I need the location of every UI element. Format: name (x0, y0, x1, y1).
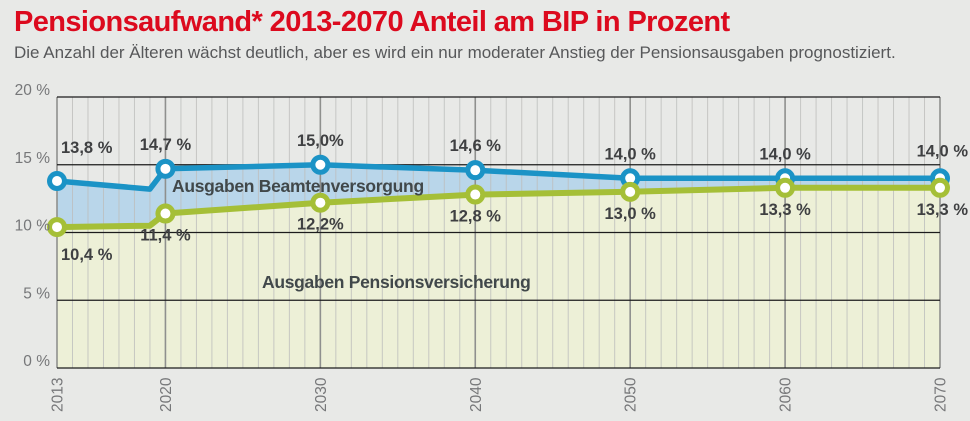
data-point-marker (930, 177, 950, 198)
data-label: 13,8 % (61, 139, 113, 157)
x-tick-label: 2013 (50, 378, 67, 412)
x-tick-label: 2060 (778, 377, 795, 412)
chart-header: Pensionsaufwand* 2013-2070 Anteil am BIP… (14, 6, 964, 64)
data-label: 12,8 % (450, 208, 502, 226)
data-label: 14,6 % (450, 137, 502, 155)
data-label: 12,2% (297, 216, 344, 234)
data-point-marker (155, 203, 176, 224)
data-label: 10,4 % (61, 246, 113, 264)
data-label: 15,0% (297, 132, 344, 150)
data-label: 14,7 % (140, 136, 192, 154)
data-label: 11,4 % (140, 227, 191, 245)
data-point-marker (465, 160, 486, 181)
series-label-pensionsversicherung: Ausgaben Pensionsversicherung (262, 272, 530, 292)
y-tick-label: 15 % (15, 150, 51, 167)
page-title: Pensionsaufwand* 2013-2070 Anteil am BIP… (14, 6, 730, 38)
line-pensionsversicherung (54, 184, 943, 231)
data-label: 14,0 % (604, 145, 656, 163)
data-point-marker (620, 181, 641, 202)
grid-horizontal (57, 96, 940, 369)
data-label: 13,3 % (759, 201, 811, 219)
line-beamtenversorgung (54, 162, 943, 192)
data-point-marker (47, 171, 67, 192)
data-point-marker (310, 154, 331, 175)
data-label: 14,0 % (759, 145, 811, 163)
y-tick-label: 20 % (15, 82, 51, 99)
x-tick-label: 2030 (313, 377, 330, 412)
data-point-marker (47, 217, 67, 238)
x-tick-label: 2070 (933, 377, 950, 412)
x-tick-label: 2040 (468, 377, 485, 412)
series-label-beamtenversorgung: Ausgaben Beamtenversorgung (172, 176, 424, 196)
y-tick-label: 0 % (23, 353, 50, 370)
y-tick-label: 10 % (15, 218, 51, 235)
x-tick-label: 2050 (623, 377, 640, 412)
y-tick-label: 5 % (23, 285, 50, 302)
data-point-marker (310, 192, 331, 213)
data-point-marker (155, 158, 176, 179)
data-point-marker (465, 184, 486, 205)
page-subtitle: Die Anzahl der Älteren wächst deutlich, … (14, 43, 896, 63)
data-label: 13,0 % (604, 205, 656, 223)
x-tick-label: 2020 (158, 377, 175, 412)
data-label: 13,3 % (917, 201, 969, 219)
data-point-marker (775, 177, 796, 198)
data-label: 14,0 % (917, 142, 969, 160)
